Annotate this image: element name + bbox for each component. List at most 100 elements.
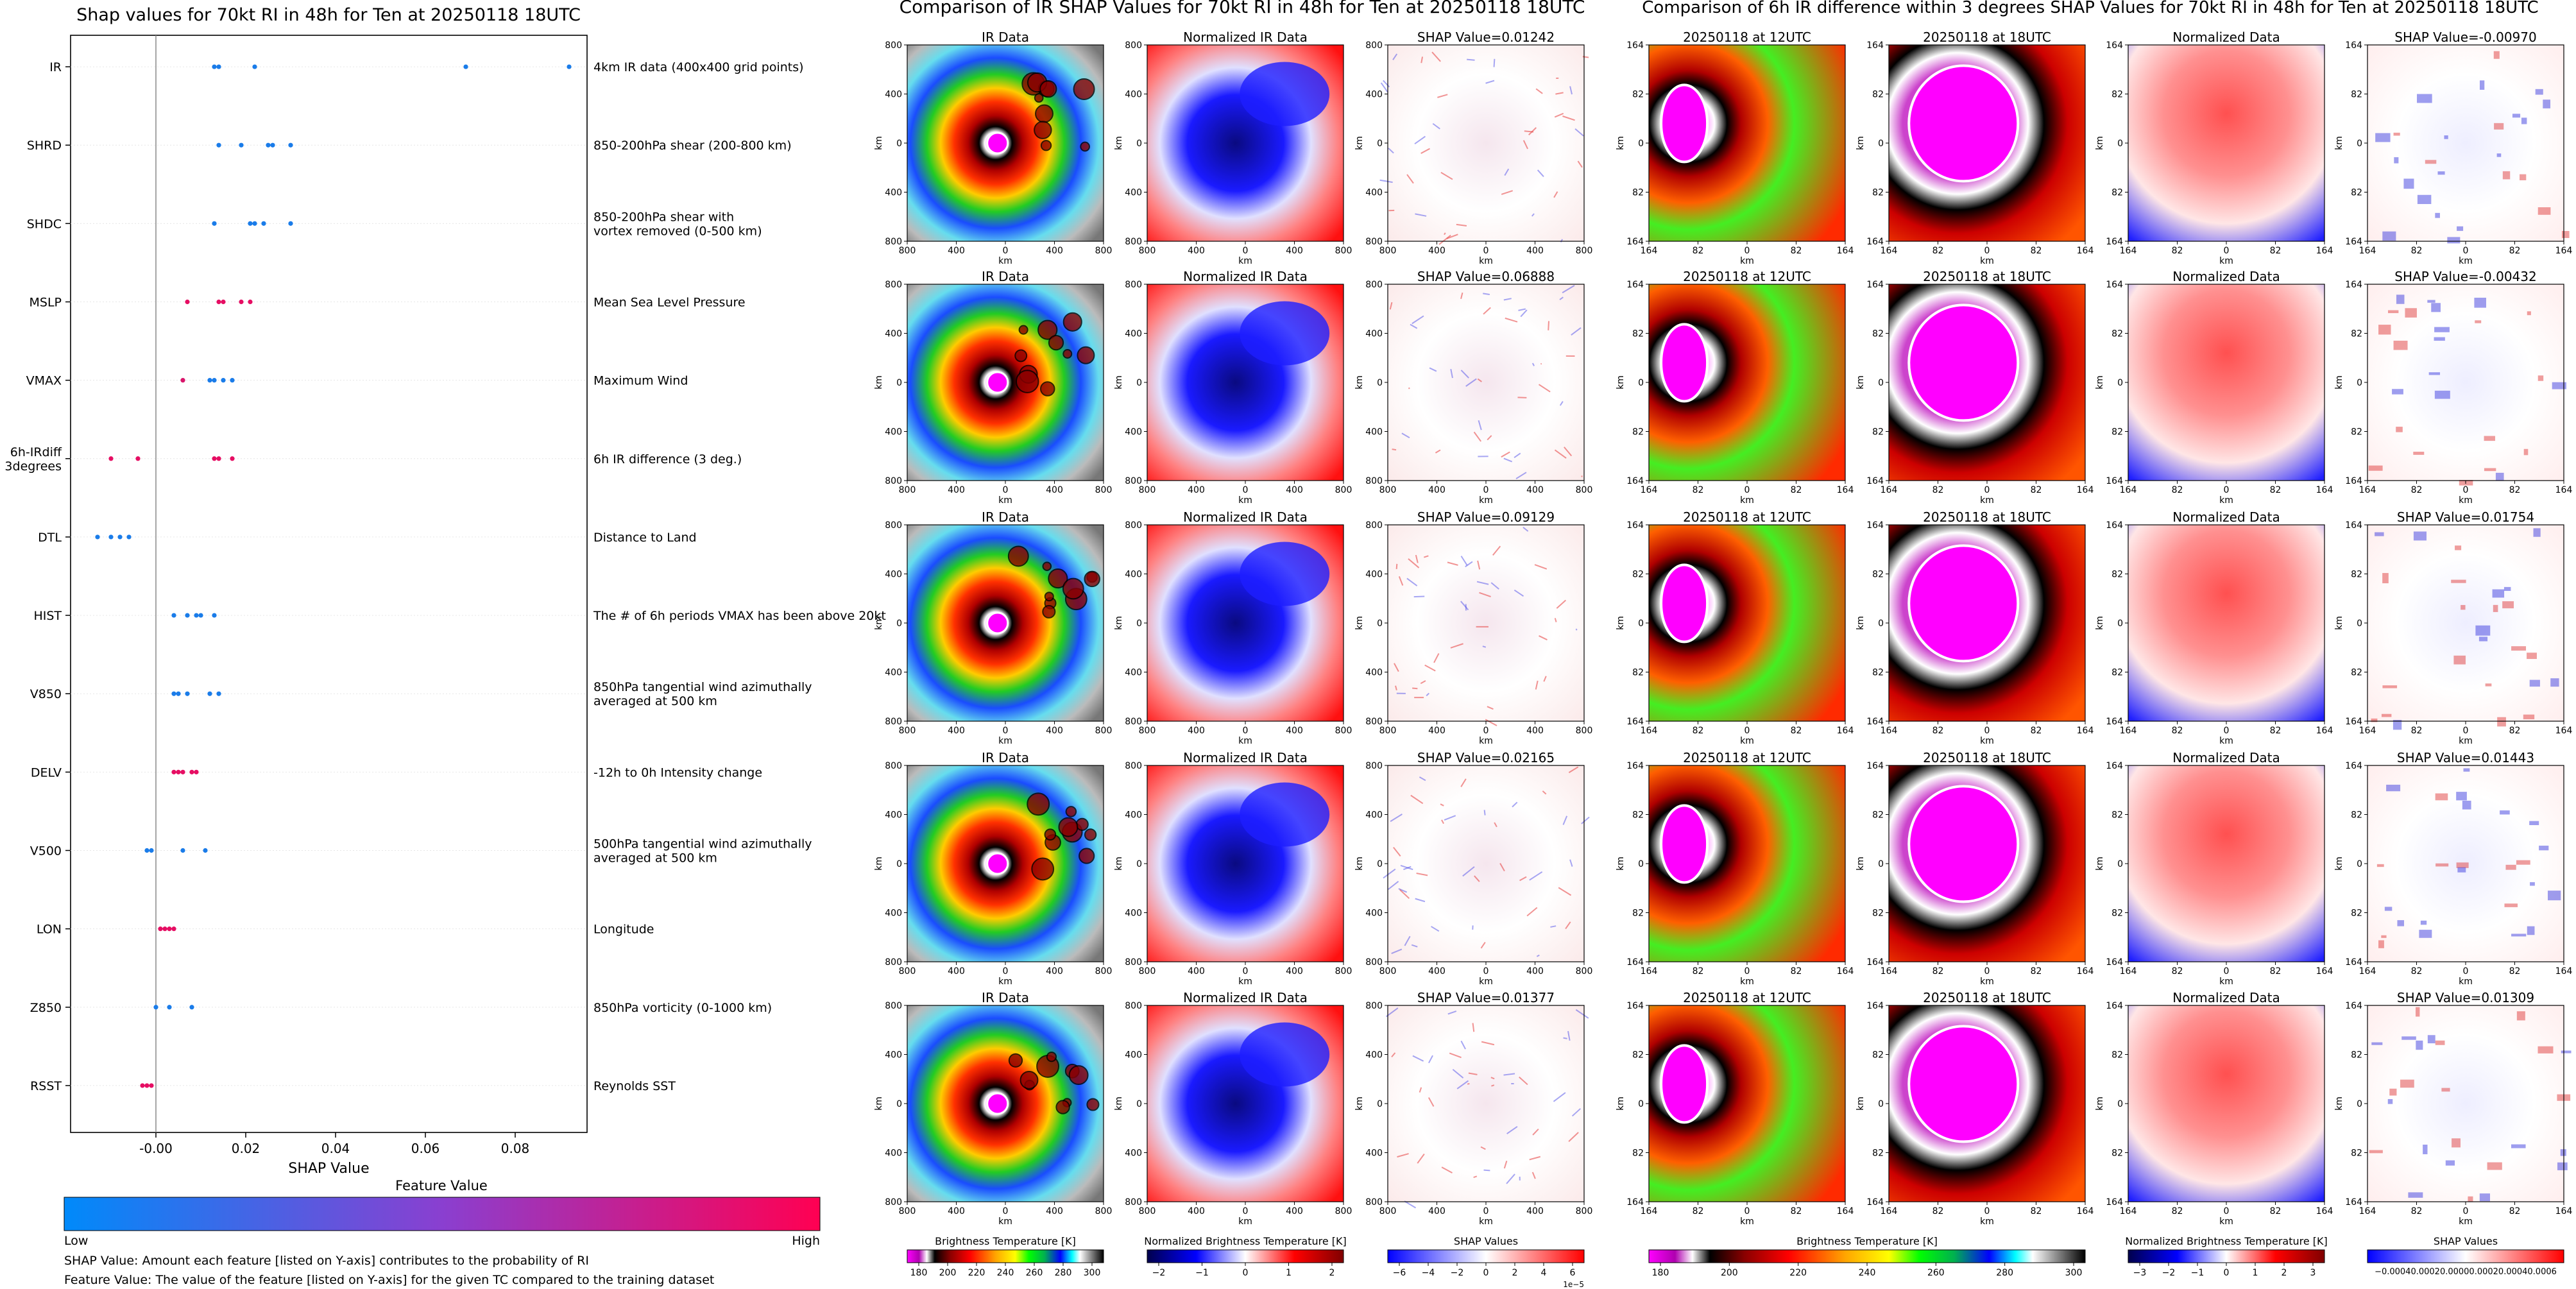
shap-patch bbox=[2376, 864, 2384, 867]
x-tick-label: 82 bbox=[1932, 1206, 1944, 1216]
shap-patch bbox=[2478, 636, 2488, 642]
shap-patch bbox=[2539, 846, 2549, 851]
y-axis-label: km bbox=[1855, 136, 1866, 150]
shap-streak bbox=[1503, 298, 1512, 301]
shap-point bbox=[230, 456, 235, 461]
shap-streak bbox=[1473, 431, 1482, 442]
shap-point bbox=[212, 64, 217, 69]
feature-description: 500hPa tangential wind azimuthally bbox=[593, 837, 812, 851]
shap-patch bbox=[2552, 382, 2566, 389]
convection-cell bbox=[1073, 78, 1095, 101]
shap-point bbox=[288, 221, 293, 226]
y-tick-label: 400 bbox=[885, 427, 902, 438]
x-tick-label: 400 bbox=[948, 1206, 965, 1216]
x-tick-label: 82 bbox=[2031, 246, 2042, 256]
heatmap-panel: 20250118 at 18UTC1641648282008282164164k… bbox=[1855, 30, 2094, 266]
convection-cell bbox=[1018, 325, 1028, 335]
colorbar-tick-label: 0 bbox=[2224, 1268, 2230, 1278]
shap-streak bbox=[1462, 866, 1475, 877]
x-tick-label: 800 bbox=[1139, 726, 1156, 736]
y-tick-label: 400 bbox=[1365, 90, 1383, 100]
shap-patch bbox=[2561, 1050, 2572, 1054]
convection-cell bbox=[1062, 349, 1073, 359]
shap-streak bbox=[1431, 51, 1441, 62]
shap-point bbox=[162, 926, 167, 932]
colorbar-tick-label: 4 bbox=[1541, 1268, 1547, 1278]
y-tick-label: 800 bbox=[885, 957, 902, 968]
y-tick-label: 0 bbox=[896, 378, 902, 388]
x-tick-label: 164 bbox=[1837, 966, 1854, 977]
shap-streak bbox=[1539, 635, 1548, 641]
x-tick-label: 400 bbox=[1428, 1206, 1446, 1216]
shap-streak bbox=[1432, 123, 1440, 130]
shap-point bbox=[171, 926, 176, 932]
shap-streak bbox=[1460, 556, 1468, 566]
shap-patch bbox=[2384, 907, 2393, 911]
y-axis-label: km bbox=[2334, 136, 2344, 150]
x-axis-label: km bbox=[1980, 1216, 1994, 1227]
y-tick-label: 400 bbox=[1125, 570, 1142, 580]
colorbar-tick-label: 260 bbox=[1927, 1268, 1945, 1278]
x-tick-label: 164 bbox=[2359, 1206, 2376, 1216]
y-tick-label: 400 bbox=[1365, 427, 1383, 438]
y-tick-label: 0 bbox=[1136, 619, 1142, 629]
shap-streak bbox=[1480, 941, 1486, 949]
x-tick-label: 0 bbox=[1483, 1206, 1489, 1216]
y-tick-label: 0 bbox=[1878, 859, 1884, 869]
shap-streak bbox=[1490, 1077, 1495, 1080]
heatmap-panel: 20250118 at 12UTC1641648282008282164164k… bbox=[1616, 990, 1854, 1227]
shap-streak bbox=[1408, 558, 1420, 568]
y-tick-label: 800 bbox=[885, 717, 902, 727]
shap-point bbox=[252, 64, 257, 69]
y-tick-label: 800 bbox=[1125, 761, 1142, 771]
y-tick-label: 0 bbox=[2357, 378, 2362, 388]
y-tick-label: 82 bbox=[1632, 1148, 1644, 1159]
panel-title: Normalized IR Data bbox=[1183, 750, 1308, 765]
shap-patch bbox=[2475, 320, 2482, 323]
shap-point bbox=[171, 691, 176, 696]
x-tick-label: 0 bbox=[1744, 485, 1750, 495]
panel-title: 20250118 at 18UTC bbox=[1923, 990, 2051, 1005]
x-tick-label: 400 bbox=[1526, 966, 1544, 977]
shap-streak bbox=[1412, 1055, 1424, 1062]
y-axis-label: km bbox=[2095, 857, 2105, 871]
y-tick-label: 82 bbox=[2111, 329, 2123, 339]
x-tick-label: 82 bbox=[1932, 246, 1944, 256]
y-tick-label: 164 bbox=[2106, 717, 2123, 727]
x-tick-label: 800 bbox=[1139, 485, 1156, 495]
shap-streak bbox=[1415, 213, 1427, 217]
x-tick-label: 82 bbox=[2509, 246, 2521, 256]
y-tick-label: 82 bbox=[2111, 909, 2123, 919]
x-tick-label: 0 bbox=[1003, 966, 1009, 977]
colorbar-tick-label: −2 bbox=[1152, 1268, 1166, 1278]
shap-streak bbox=[1550, 925, 1557, 928]
colorbar-tick-label: 2 bbox=[1329, 1268, 1335, 1278]
shap-streak bbox=[1536, 954, 1540, 957]
colorbar-tick-label: 300 bbox=[2065, 1268, 2083, 1278]
x-tick-label: 164 bbox=[2359, 485, 2376, 495]
x-axis-label: km bbox=[2219, 736, 2233, 746]
shap-point bbox=[176, 691, 181, 696]
shap-point bbox=[117, 534, 123, 540]
y-tick-label: 164 bbox=[2345, 476, 2362, 486]
cold-core bbox=[1907, 544, 2020, 663]
cold-region bbox=[1240, 1022, 1330, 1087]
y-axis-label: km bbox=[2334, 1097, 2344, 1111]
x-tick-label: 0 bbox=[1984, 485, 1990, 495]
shap-streak bbox=[1562, 285, 1575, 294]
colorbar-tick-label: 240 bbox=[997, 1268, 1014, 1278]
panel-image bbox=[2367, 765, 2564, 962]
shap-patch bbox=[2502, 171, 2511, 180]
y-tick-label: 164 bbox=[2345, 237, 2362, 247]
y-tick-label: 0 bbox=[1377, 1099, 1383, 1109]
panel-image bbox=[1388, 525, 1584, 721]
y-axis-label: km bbox=[1114, 857, 1124, 871]
feature-colorbar bbox=[64, 1197, 821, 1231]
shap-streak bbox=[1515, 472, 1527, 479]
x-axis-label: km bbox=[2219, 1216, 2233, 1227]
heatmap-panel: 20250118 at 18UTC1641648282008282164164k… bbox=[1855, 509, 2094, 746]
shap-streak bbox=[1493, 58, 1496, 67]
shap-streak bbox=[1394, 663, 1399, 672]
panel-title: IR Data bbox=[982, 990, 1029, 1005]
shap-streak bbox=[1446, 234, 1458, 239]
